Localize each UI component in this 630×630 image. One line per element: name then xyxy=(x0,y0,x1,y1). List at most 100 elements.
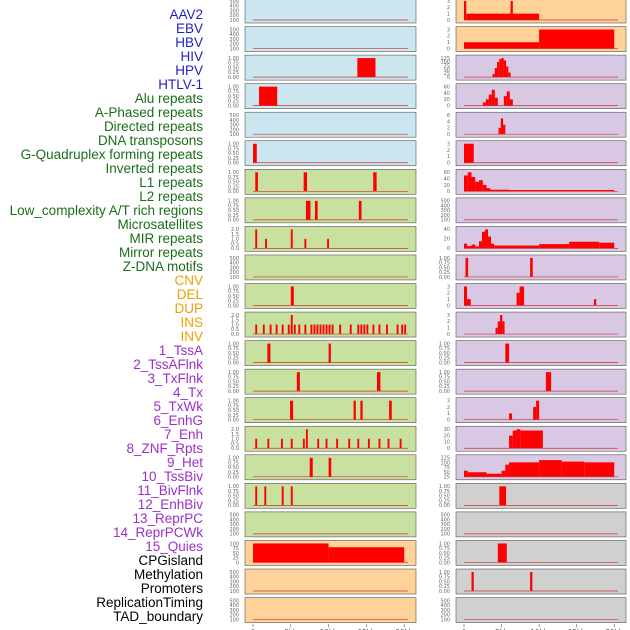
y-tick-label: 0.75 xyxy=(439,575,450,581)
panel-background xyxy=(244,568,417,595)
data-bar xyxy=(317,438,320,449)
data-bar xyxy=(267,343,271,363)
data-bar xyxy=(267,438,270,449)
data-bar xyxy=(465,257,469,277)
panel-background xyxy=(244,283,417,309)
y-tick-label: 0.25 xyxy=(439,270,450,276)
y-tick-label: 0.00 xyxy=(228,360,239,366)
data-bar xyxy=(503,124,506,135)
y-tick-label: 3 xyxy=(447,399,450,405)
data-bar xyxy=(358,200,362,220)
y-tick-label: 2.0 xyxy=(231,313,239,319)
data-bar xyxy=(336,438,339,449)
data-bar xyxy=(255,486,258,506)
y-tick-label: 500 xyxy=(229,0,239,5)
y-tick-label: 0.75 xyxy=(228,146,239,152)
data-bar xyxy=(255,229,258,249)
panel-background xyxy=(244,140,417,167)
data-bar xyxy=(319,324,322,335)
x-tick-label: 10kb xyxy=(530,628,548,630)
y-tick-label: 0.50 xyxy=(228,65,239,71)
data-bar xyxy=(500,118,504,135)
y-tick-label: 2 xyxy=(447,148,450,154)
x-tick-label: 5kb xyxy=(284,628,298,630)
data-bar xyxy=(464,1,467,20)
y-tick-label: 2 xyxy=(447,126,450,132)
data-bar xyxy=(539,244,570,249)
data-bar xyxy=(387,438,390,449)
data-bar xyxy=(530,572,533,591)
data-bar xyxy=(509,190,615,192)
data-bar xyxy=(328,547,405,563)
y-tick-label: 0.25 xyxy=(439,556,450,562)
panel-background xyxy=(455,111,627,138)
x-tick-label: 5kb xyxy=(495,628,509,630)
y-tick-label: 100 xyxy=(440,460,450,466)
track-label: 13_ReprPC xyxy=(132,511,203,526)
y-tick-label: 0.5 xyxy=(231,441,239,447)
y-tick-label: 500 xyxy=(229,27,239,33)
data-bar xyxy=(290,438,293,449)
y-tick-label: 0.00 xyxy=(228,103,239,109)
y-tick-label: 0.50 xyxy=(228,180,239,186)
y-tick-label: 1.00 xyxy=(228,456,239,462)
data-bar xyxy=(488,94,492,106)
data-bar xyxy=(479,180,483,192)
data-bar xyxy=(269,324,272,335)
y-tick-label: 500 xyxy=(440,598,450,604)
data-bar xyxy=(506,91,510,106)
track-label: DNA transposons xyxy=(97,133,203,148)
panel-background xyxy=(455,83,627,109)
y-tick-label: 100 xyxy=(440,218,450,224)
y-tick-label: 125 xyxy=(440,456,450,462)
y-tick-label: 1.00 xyxy=(439,341,450,347)
data-bar xyxy=(378,438,381,449)
y-tick-label: 0.25 xyxy=(228,213,239,219)
track-label: 5_TxWk xyxy=(153,399,203,414)
data-bar xyxy=(353,400,356,420)
y-tick-label: 300 xyxy=(440,522,450,528)
y-tick-label: 1.00 xyxy=(439,570,450,576)
y-tick-label: 2 xyxy=(447,291,450,297)
data-bar xyxy=(377,372,381,392)
panel-background xyxy=(244,197,417,224)
y-tick-label: 20 xyxy=(444,433,450,439)
y-tick-label: 0.25 xyxy=(228,299,239,305)
track-label: ReplicationTiming xyxy=(96,595,203,610)
data-bar xyxy=(322,324,325,335)
data-bar xyxy=(366,324,369,335)
y-tick-label: 0.00 xyxy=(228,218,239,224)
data-bar xyxy=(593,299,597,306)
y-tick-label: 1.00 xyxy=(228,56,239,62)
panel-background xyxy=(455,511,627,538)
y-tick-label: 200 xyxy=(229,127,239,133)
data-bar xyxy=(255,324,258,335)
y-tick-label: 200 xyxy=(229,42,239,48)
data-bar xyxy=(401,324,404,335)
data-bar xyxy=(530,257,533,277)
y-tick-label: 75 xyxy=(233,546,239,552)
data-bar xyxy=(290,400,294,420)
track-label: 11_BivFlnk xyxy=(137,483,203,498)
y-tick-label: 300 xyxy=(440,208,450,214)
track-label: 8_ZNF_Rpts xyxy=(126,441,203,456)
y-tick-label: 20 xyxy=(444,237,450,243)
data-bar xyxy=(464,143,474,163)
track-label: MIR repeats xyxy=(129,231,203,246)
y-tick-label: 0.25 xyxy=(228,99,239,105)
y-tick-label: 0.75 xyxy=(228,289,239,295)
y-tick-label: 20 xyxy=(444,97,450,103)
y-tick-label: 0.75 xyxy=(439,261,450,267)
y-tick-label: 200 xyxy=(229,270,239,276)
track-label: AAV2 xyxy=(169,7,203,22)
data-bar xyxy=(506,66,509,78)
y-tick-label: 200 xyxy=(440,213,450,219)
y-tick-label: 0.5 xyxy=(231,327,239,333)
data-bar xyxy=(536,400,540,420)
y-tick-label: 1 xyxy=(447,326,450,332)
data-bar xyxy=(373,172,377,192)
track-label: EBV xyxy=(175,21,203,36)
y-tick-label: 3 xyxy=(447,0,450,5)
y-tick-label: 0.50 xyxy=(228,379,239,385)
track-label: Mirror repeats xyxy=(118,245,203,260)
